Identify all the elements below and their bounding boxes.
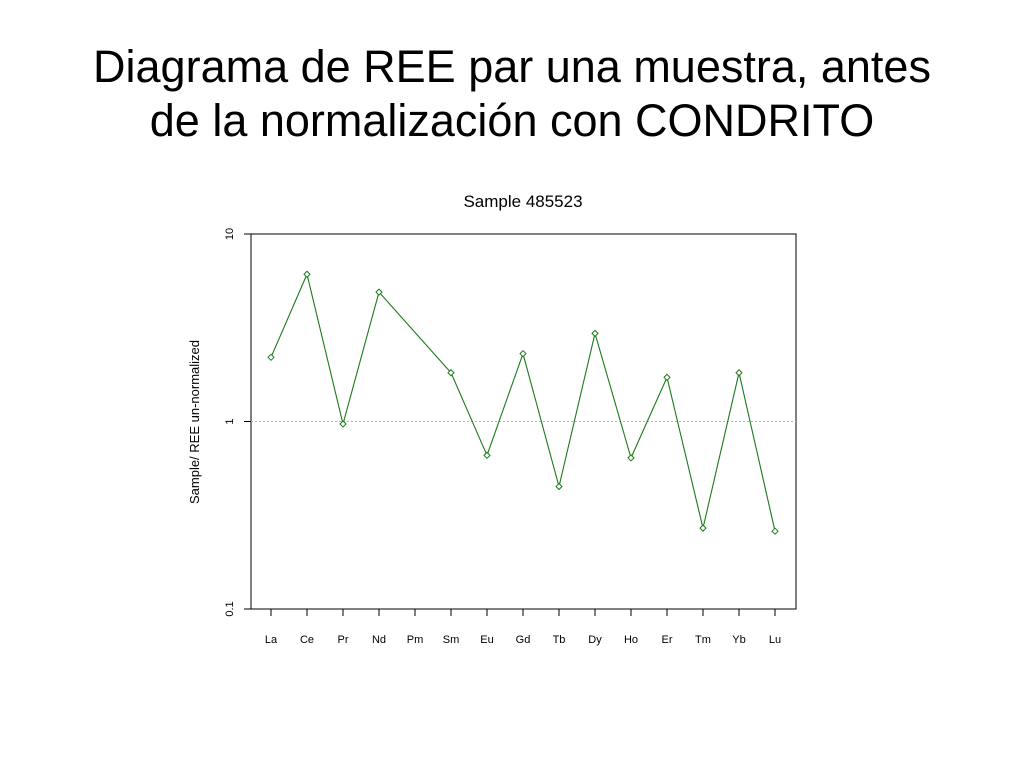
- series-segment: [342, 291, 380, 425]
- series-segment: [522, 353, 560, 487]
- data-point: [303, 270, 311, 278]
- y-tick-label: 10: [224, 228, 236, 240]
- series-segment: [738, 372, 776, 532]
- data-point: [735, 369, 743, 377]
- x-tick-label: Gd: [516, 634, 531, 646]
- y-tick-label: 0.1: [224, 601, 236, 616]
- data-point: [699, 524, 707, 532]
- x-tick-label: Dy: [588, 634, 602, 646]
- x-tick-label: La: [265, 634, 278, 646]
- series-segment: [558, 333, 596, 487]
- slide-title-line-2: de la normalización con CONDRITO: [149, 95, 875, 146]
- data-point: [627, 454, 635, 462]
- series-segment: [450, 372, 488, 456]
- series-segment: [270, 274, 308, 358]
- chart-title: Sample 485523: [463, 192, 582, 211]
- x-tick-label: Ho: [624, 634, 638, 646]
- slide-title-line-1: Diagrama de REE par una muestra, antes: [93, 41, 931, 92]
- data-point: [663, 373, 671, 382]
- x-tick-label: Eu: [480, 634, 493, 646]
- series-segment: [666, 377, 704, 529]
- data-point: [267, 353, 275, 362]
- data-point: [771, 527, 779, 535]
- x-tick-label: Tb: [553, 634, 566, 646]
- series-segment: [306, 274, 344, 425]
- slide-title: Diagrama de REE par una muestra, antes d…: [0, 40, 1024, 148]
- data-point: [447, 369, 455, 377]
- x-tick-label: Lu: [769, 634, 781, 646]
- series-segment: [630, 377, 668, 459]
- x-tick-label: Ce: [300, 634, 314, 646]
- x-tick-label: Pm: [407, 634, 424, 646]
- x-tick-label: Pr: [338, 634, 349, 646]
- y-axis-label: Sample/ REE un-normalized: [187, 340, 202, 504]
- x-tick-label: Yb: [732, 634, 745, 646]
- data-point: [483, 451, 491, 460]
- data-point: [375, 288, 383, 296]
- x-tick-label: Nd: [372, 634, 386, 646]
- data-point: [591, 329, 599, 338]
- x-tick-label: Sm: [443, 634, 460, 646]
- y-tick-label: 1: [224, 418, 236, 424]
- x-tick-label: Tm: [695, 634, 711, 646]
- x-tick-label: Er: [662, 634, 673, 646]
- series-segment: [702, 372, 740, 529]
- data-point: [339, 420, 347, 428]
- chart-marks: 0.1 1 10 La Ce Pr Nd Pm Sm Eu Gd Tb Dy Ho Er Tm Yb Lu: [224, 228, 796, 646]
- series-segment: [378, 291, 452, 374]
- data-point: [519, 349, 527, 358]
- series-segment: [594, 333, 632, 458]
- data-point: [555, 482, 563, 491]
- series-segment: [486, 353, 524, 456]
